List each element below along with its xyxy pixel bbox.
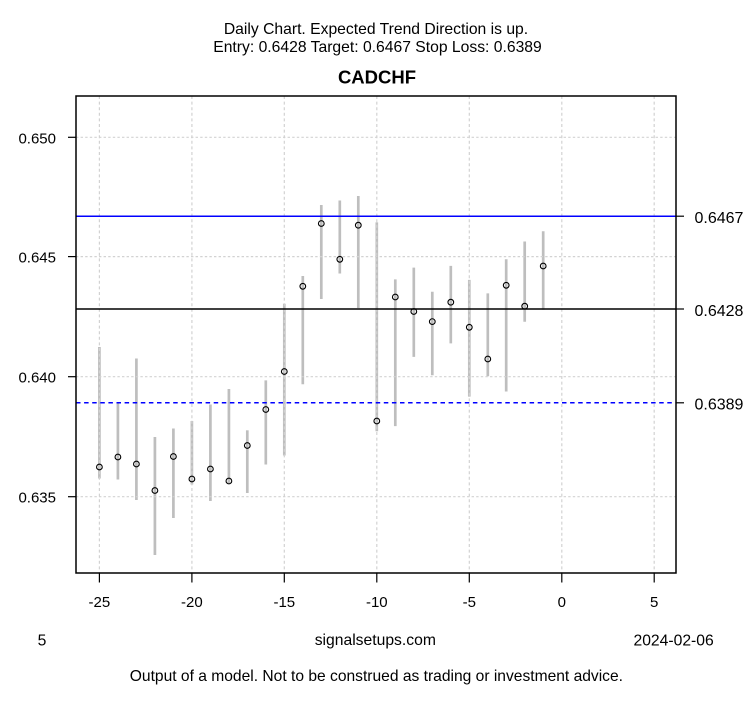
svg-text:-10: -10: [366, 594, 388, 611]
svg-text:0.650: 0.650: [18, 130, 56, 147]
svg-text:Output of a model. Not to be c: Output of a model. Not to be construed a…: [130, 668, 623, 685]
svg-text:CADCHF: CADCHF: [338, 67, 416, 88]
svg-text:0.6389: 0.6389: [695, 396, 744, 413]
svg-text:-15: -15: [273, 594, 295, 611]
svg-text:0: 0: [558, 594, 566, 611]
svg-text:5: 5: [38, 632, 47, 649]
svg-text:2024-02-06: 2024-02-06: [633, 632, 714, 649]
svg-text:-25: -25: [89, 594, 111, 611]
svg-text:-20: -20: [181, 594, 203, 611]
svg-text:signalsetups.com: signalsetups.com: [315, 632, 436, 649]
svg-text:0.640: 0.640: [18, 370, 56, 387]
svg-text:-5: -5: [463, 594, 476, 611]
svg-text:Entry: 0.6428 Target: 0.6467 S: Entry: 0.6428 Target: 0.6467 Stop Loss: …: [213, 39, 542, 56]
svg-text:Daily Chart. Expected Trend Di: Daily Chart. Expected Trend Direction is…: [224, 21, 528, 38]
svg-text:0.6467: 0.6467: [695, 210, 744, 227]
svg-text:0.6428: 0.6428: [695, 303, 744, 320]
svg-text:5: 5: [650, 594, 658, 611]
svg-text:0.635: 0.635: [18, 490, 56, 507]
svg-text:0.645: 0.645: [18, 250, 56, 267]
